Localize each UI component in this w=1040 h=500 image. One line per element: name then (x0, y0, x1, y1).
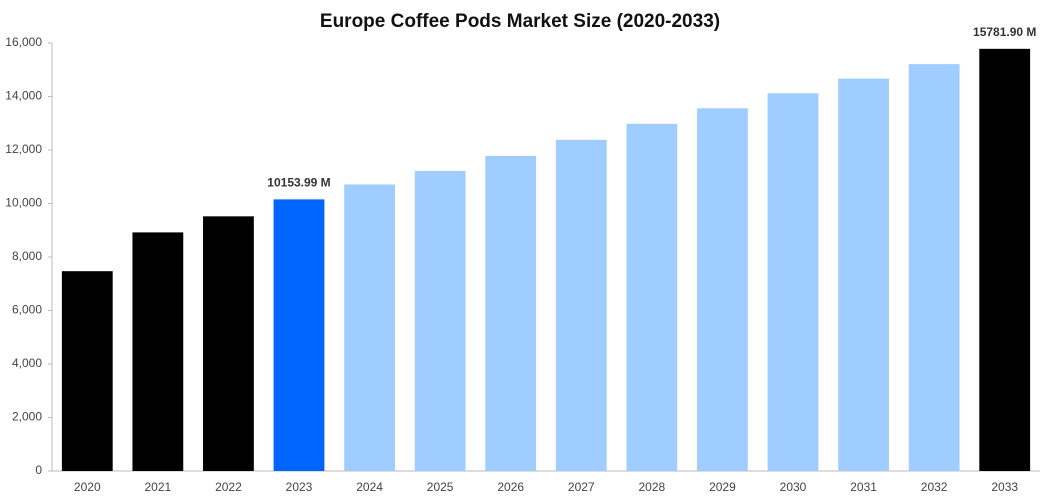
y-tick-label: 6,000 (12, 303, 42, 317)
y-tick-label: 16,000 (5, 35, 42, 49)
y-tick-label: 8,000 (12, 249, 42, 263)
y-tick-label: 0 (35, 463, 42, 477)
x-tick-label: 2030 (780, 480, 807, 494)
y-tick-label: 2,000 (12, 410, 42, 424)
bar (626, 123, 678, 471)
bar (697, 108, 748, 472)
bar (414, 170, 466, 472)
y-tick-label: 4,000 (12, 356, 42, 370)
bar (344, 184, 395, 471)
x-tick-label: 2033 (991, 480, 1018, 494)
x-tick-label: 2029 (709, 480, 736, 494)
bar (908, 64, 960, 471)
x-tick-label: 2026 (497, 480, 524, 494)
value-label: 15781.90 M (973, 25, 1036, 39)
bar (273, 199, 325, 471)
chart-title: Europe Coffee Pods Market Size (2020-203… (320, 11, 720, 32)
bar (485, 155, 537, 471)
x-tick-label: 2028 (639, 480, 666, 494)
x-tick-label: 2021 (145, 480, 172, 494)
x-tick-label: 2031 (850, 480, 877, 494)
y-tick-label: 10,000 (5, 196, 42, 210)
x-tick-label: 2020 (74, 480, 101, 494)
bar (838, 78, 889, 471)
x-tick-label: 2023 (286, 480, 313, 494)
bar (767, 93, 819, 471)
y-tick-label: 12,000 (5, 142, 42, 156)
x-tick-label: 2024 (356, 480, 383, 494)
bar (203, 216, 254, 471)
bar (61, 271, 113, 471)
bar (979, 48, 1031, 472)
x-tick-label: 2032 (921, 480, 948, 494)
bar (132, 232, 184, 471)
value-label: 10153.99 M (267, 176, 330, 190)
y-tick-label: 14,000 (5, 89, 42, 103)
x-tick-label: 2022 (215, 480, 242, 494)
x-tick-label: 2027 (568, 480, 595, 494)
x-tick-label: 2025 (427, 480, 454, 494)
bar (555, 139, 607, 471)
